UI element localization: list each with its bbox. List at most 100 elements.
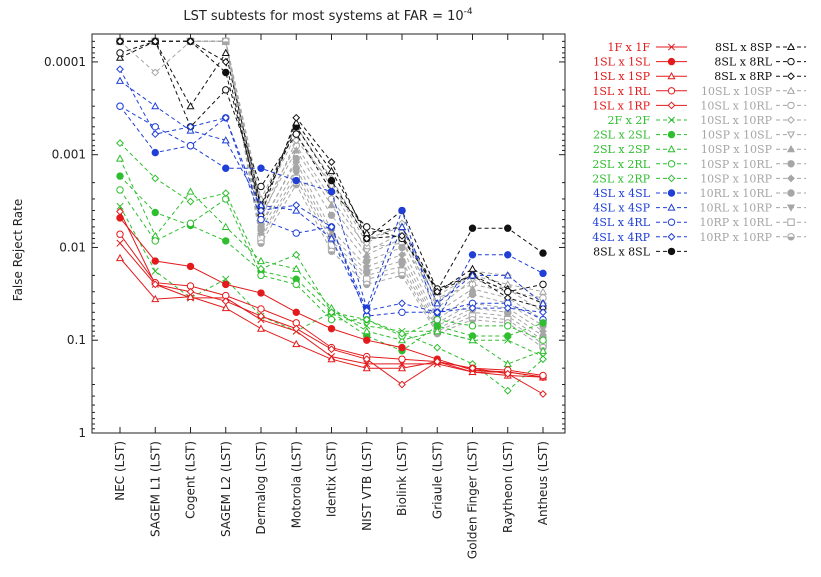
data-point [539,319,547,327]
data-point [362,327,371,335]
data-point [787,57,795,66]
data-point [151,257,159,265]
x-tick-label: SAGEM L1 (LST) [148,441,162,537]
data-point [221,297,230,306]
legend-label: 4SL x 4SP [593,202,651,215]
data-point [292,201,301,210]
legend-label: 10SP x 10RP [700,172,772,185]
data-point-half [328,251,335,255]
data-point [787,101,795,110]
data-point [292,164,300,172]
data-point [786,42,796,51]
series-line [116,37,547,296]
data-point [433,299,442,307]
data-point [116,202,124,210]
data-point [327,308,336,317]
x-tick-label: Cogent (LST) [184,441,198,519]
data-point [257,206,265,215]
data-point [327,345,336,354]
data-point [186,262,195,271]
data-point [787,174,795,183]
data-point [327,234,336,242]
data-point [151,280,160,289]
series-line [116,186,547,344]
data-point [292,130,300,138]
data-point [327,176,336,185]
data-point [787,72,795,81]
legend-label: 10SL x 10SP [701,85,773,98]
data-point [468,264,477,272]
data-point [327,315,336,324]
data-point [667,144,676,153]
data-point [292,308,300,317]
data-point [186,187,195,195]
data-point [222,237,230,245]
data-point [787,189,795,197]
data-point [539,308,547,317]
legend-label: 4SL x 4SL [593,187,651,200]
data-point [221,48,230,56]
data-point-half [257,243,265,247]
data-point [433,343,442,352]
data-point [786,204,796,212]
data-point [433,357,442,366]
data-point [468,290,477,299]
legend-label: 2SL x 2RP [592,172,650,185]
legend-label: 10RL x 10RP [700,202,773,215]
data-point [115,154,125,162]
data-point [468,322,477,330]
data-point [327,200,336,209]
data-point [116,230,124,238]
legend-label: 2SL x 2SP [593,143,651,156]
data-point [327,158,336,166]
data-point [257,215,265,224]
legend-label: 10SP x 10SP [701,143,773,156]
data-point [362,234,371,243]
data-point [504,251,512,259]
data-point [221,303,230,312]
legend-label: 8SL x 8RL [714,56,772,69]
data-point [116,49,124,57]
data-point [151,101,160,110]
data-point [292,264,301,272]
data-point [257,182,265,191]
data-point [504,332,512,340]
legend-label: 4SL x 4RP [592,231,650,244]
data-point [116,102,124,110]
data-point [327,324,336,333]
data-point [257,289,265,297]
data-point [151,37,160,46]
data-point [362,355,371,364]
data-point [539,280,547,289]
data-point [292,146,301,154]
data-point [433,315,441,324]
data-point [292,280,300,289]
data-point [667,218,676,226]
data-point [504,224,512,232]
legend-label: 10SL x 10RL [700,99,772,112]
data-point [504,322,512,330]
data-point [116,172,124,180]
legend-label: 2F x 2F [608,114,651,127]
data-point [221,113,230,122]
data-point [667,43,676,51]
legend-label: 10RL x 10RL [700,187,773,200]
y-tick-label: 1 [78,426,86,440]
data-point [186,292,195,300]
data-point [787,218,795,226]
legend-label: 1SL x 1RL [592,85,650,98]
data-point [398,343,406,352]
data-point [257,271,265,280]
data-point [115,76,125,84]
x-tick-label: NIST VTB (LST) [360,441,374,531]
data-point [398,355,406,363]
data-point [398,380,406,389]
data-point [398,231,406,240]
legend-label: 8SL x 8SP [715,41,773,54]
data-point [468,364,477,373]
data-point [292,113,301,122]
data-point [667,116,676,124]
data-point [667,203,676,211]
data-point [786,144,796,153]
